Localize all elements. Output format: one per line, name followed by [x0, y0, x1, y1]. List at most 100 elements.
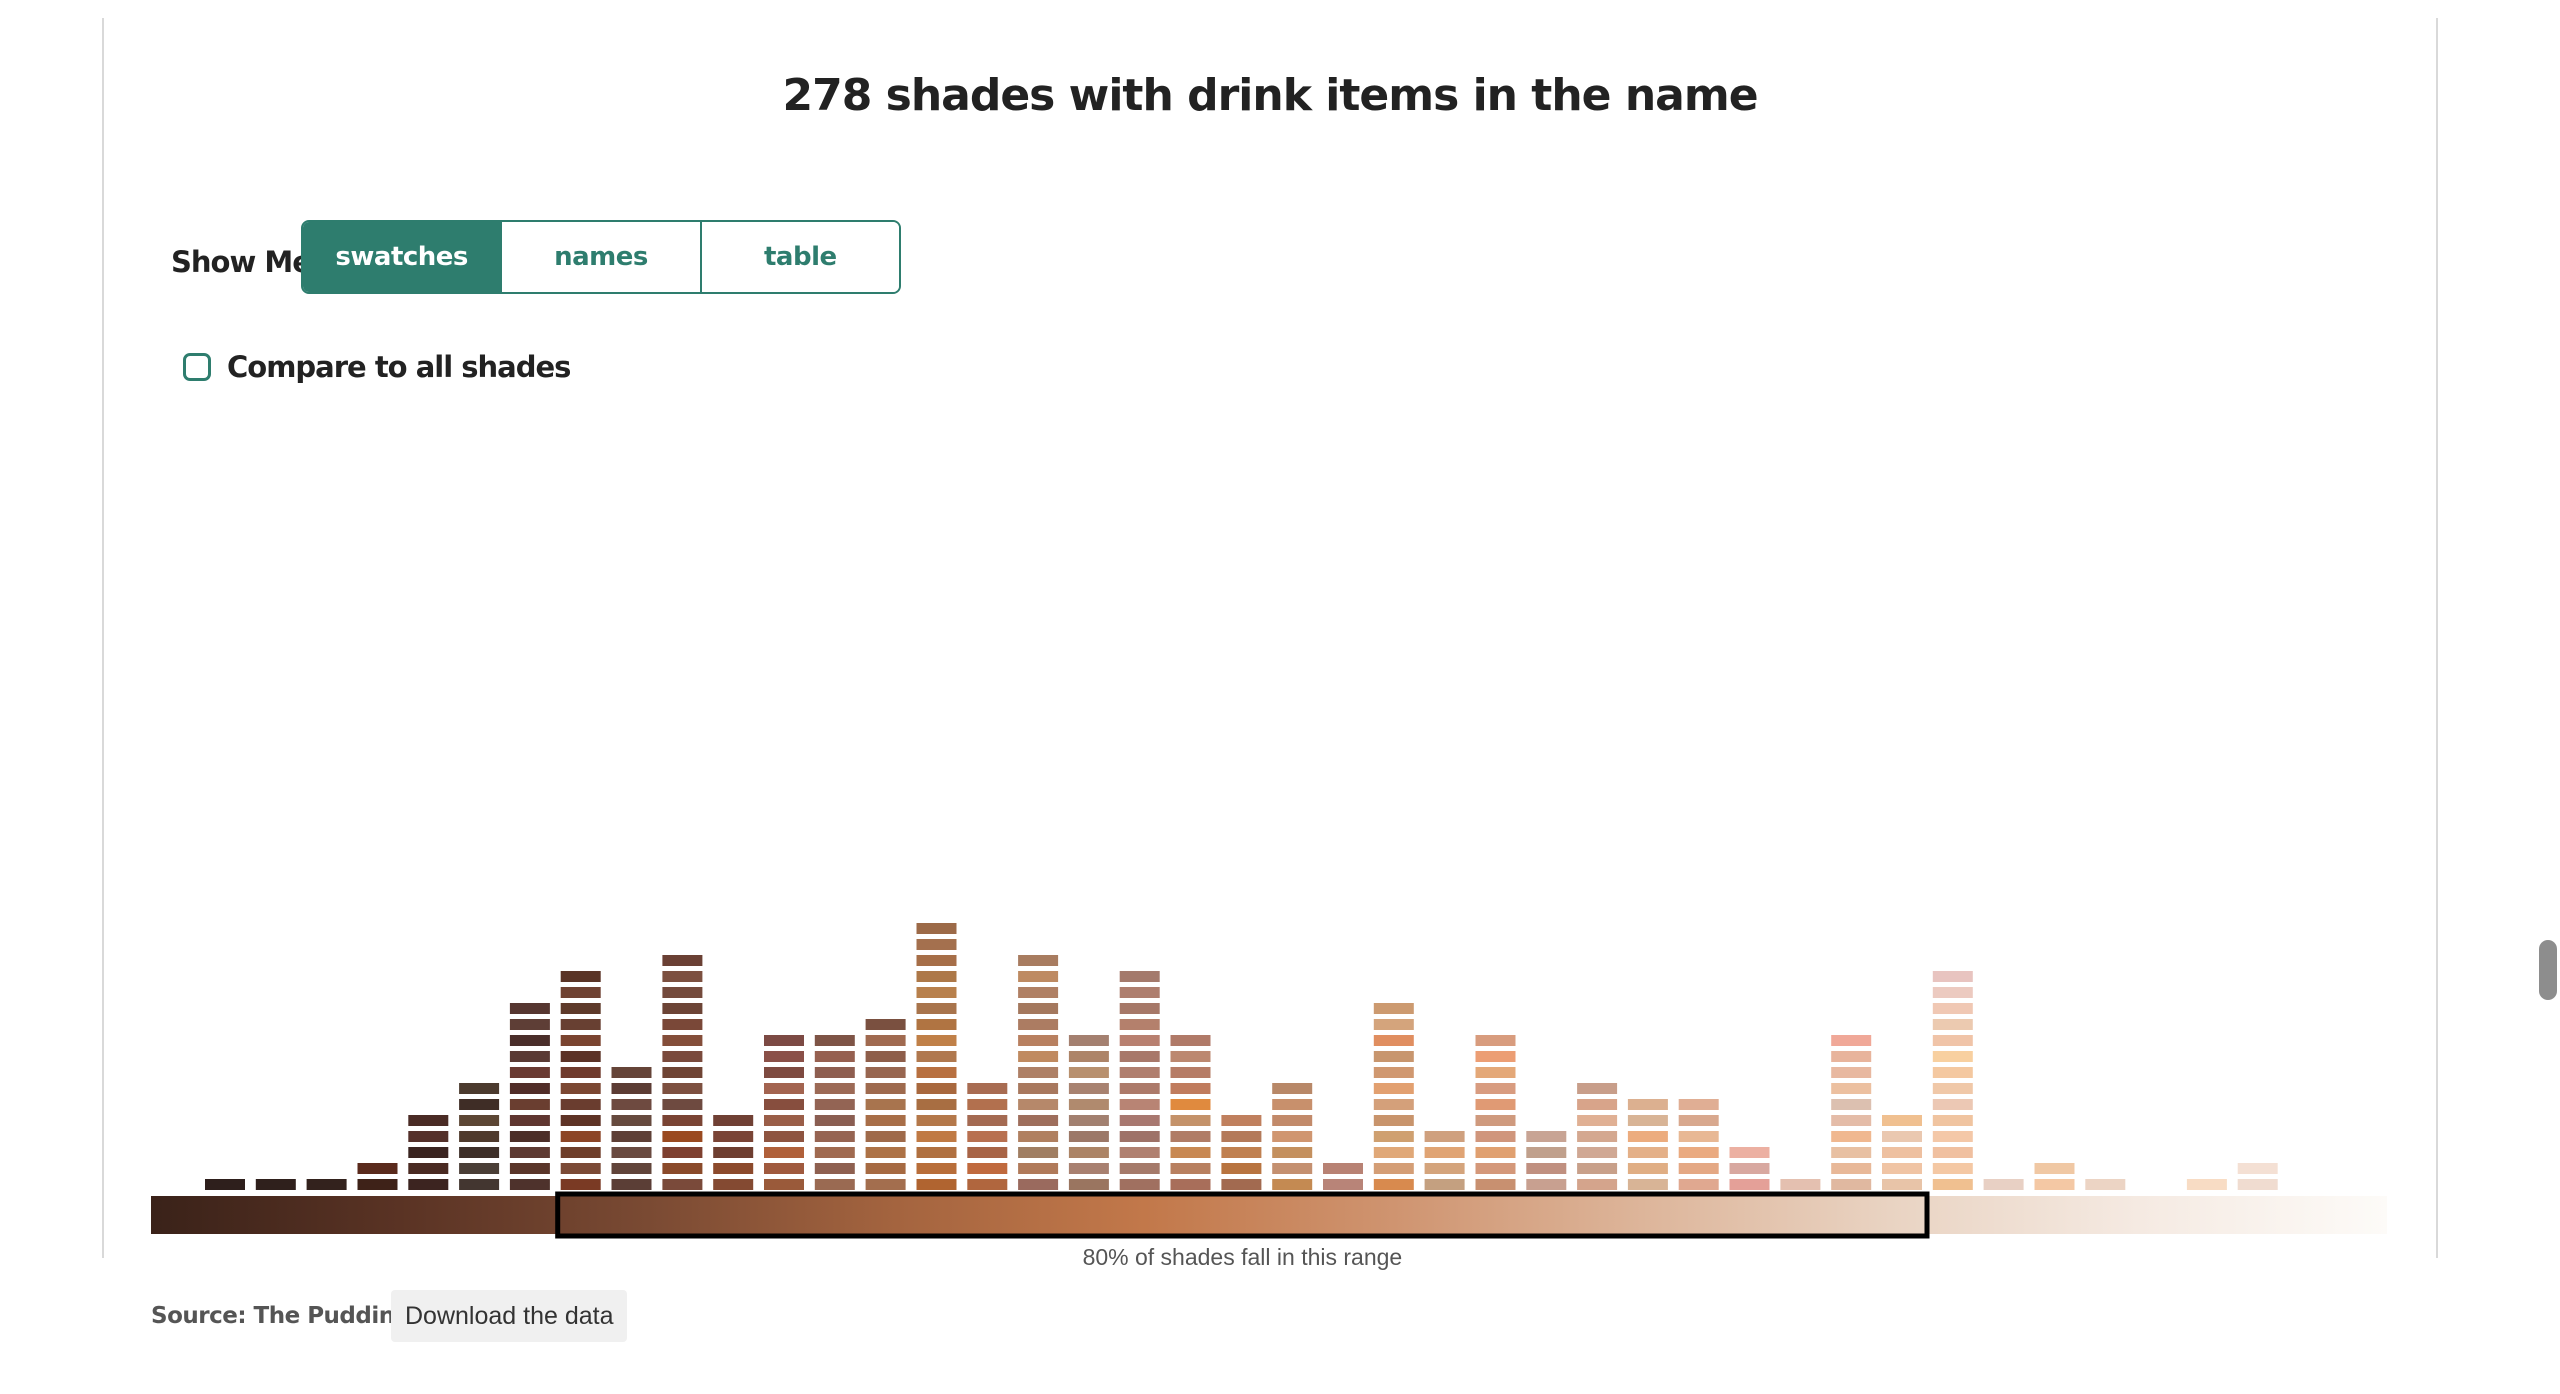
shade-swatch[interactable]	[916, 1083, 957, 1094]
shade-swatch[interactable]	[764, 1179, 804, 1190]
shade-swatch[interactable]	[1729, 1147, 1770, 1158]
shade-swatch[interactable]	[916, 987, 957, 998]
shade-swatch[interactable]	[306, 1179, 347, 1190]
shade-swatch[interactable]	[1475, 1051, 1516, 1062]
shade-swatch[interactable]	[1018, 1051, 1059, 1062]
shade-swatch[interactable]	[1932, 1035, 1973, 1046]
shade-swatch[interactable]	[1018, 1115, 1059, 1126]
shade-swatch[interactable]	[814, 1115, 855, 1126]
shade-swatch[interactable]	[662, 1003, 703, 1014]
shade-swatch[interactable]	[865, 1131, 906, 1142]
shade-swatch[interactable]	[509, 1099, 550, 1110]
shade-swatch[interactable]	[916, 1131, 957, 1142]
shade-swatch[interactable]	[611, 1067, 652, 1078]
shade-swatch[interactable]	[967, 1147, 1008, 1158]
shade-swatch[interactable]	[916, 971, 957, 982]
shade-swatch[interactable]	[1627, 1147, 1668, 1158]
shade-swatch[interactable]	[357, 1179, 398, 1190]
shade-swatch[interactable]	[1373, 1163, 1414, 1174]
shade-swatch[interactable]	[357, 1163, 398, 1174]
shade-swatch[interactable]	[205, 1179, 245, 1190]
shade-swatch[interactable]	[662, 1067, 703, 1078]
shade-swatch[interactable]	[459, 1083, 500, 1094]
shade-swatch[interactable]	[662, 1131, 703, 1142]
shade-swatch[interactable]	[1932, 1179, 1973, 1190]
shade-swatch[interactable]	[1526, 1163, 1567, 1174]
shade-swatch[interactable]	[1780, 1179, 1821, 1190]
names-button[interactable]: names	[502, 222, 702, 292]
shade-swatch[interactable]	[459, 1163, 500, 1174]
shade-swatch[interactable]	[1068, 1147, 1109, 1158]
shade-swatch[interactable]	[713, 1115, 754, 1126]
shade-swatch[interactable]	[1221, 1131, 1262, 1142]
shade-swatch[interactable]	[1119, 971, 1160, 982]
shade-swatch[interactable]	[560, 971, 601, 982]
shade-swatch[interactable]	[662, 1083, 703, 1094]
shade-swatch[interactable]	[713, 1131, 754, 1142]
shade-swatch[interactable]	[560, 1131, 601, 1142]
shade-swatch[interactable]	[1627, 1179, 1668, 1190]
shade-swatch[interactable]	[1018, 955, 1059, 966]
shade-swatch[interactable]	[1729, 1163, 1770, 1174]
shade-swatch[interactable]	[1678, 1131, 1719, 1142]
shade-swatch[interactable]	[1932, 1003, 1973, 1014]
shade-swatch[interactable]	[1526, 1179, 1567, 1190]
shade-swatch[interactable]	[1577, 1131, 1618, 1142]
shade-swatch[interactable]	[611, 1179, 652, 1190]
shade-swatch[interactable]	[1373, 1147, 1414, 1158]
shade-swatch[interactable]	[1272, 1179, 1313, 1190]
shade-swatch[interactable]	[1678, 1179, 1719, 1190]
shade-swatch[interactable]	[1729, 1179, 1770, 1190]
shade-swatch[interactable]	[560, 1099, 601, 1110]
download-data-button[interactable]: Download the data	[391, 1290, 628, 1342]
shade-swatch[interactable]	[1068, 1051, 1109, 1062]
shade-swatch[interactable]	[713, 1179, 754, 1190]
shade-swatch[interactable]	[1678, 1147, 1719, 1158]
shade-swatch[interactable]	[1424, 1131, 1465, 1142]
shade-swatch[interactable]	[1627, 1131, 1668, 1142]
shade-swatch[interactable]	[1526, 1131, 1567, 1142]
shade-swatch[interactable]	[1373, 1035, 1414, 1046]
shade-swatch[interactable]	[2237, 1163, 2278, 1174]
shade-swatch[interactable]	[408, 1163, 449, 1174]
shade-swatch[interactable]	[509, 1147, 550, 1158]
shade-swatch[interactable]	[865, 1051, 906, 1062]
shade-swatch[interactable]	[916, 939, 957, 950]
shade-swatch[interactable]	[1018, 1179, 1059, 1190]
shade-swatch[interactable]	[814, 1083, 855, 1094]
shade-swatch[interactable]	[713, 1147, 754, 1158]
shade-swatch[interactable]	[509, 1083, 550, 1094]
shade-swatch[interactable]	[459, 1179, 500, 1190]
shade-swatch[interactable]	[967, 1115, 1008, 1126]
shade-swatch[interactable]	[1018, 987, 1059, 998]
shade-swatch[interactable]	[1221, 1179, 1262, 1190]
shade-swatch[interactable]	[1882, 1179, 1922, 1190]
shade-swatch[interactable]	[1272, 1147, 1313, 1158]
shade-swatch[interactable]	[1577, 1083, 1618, 1094]
shade-swatch[interactable]	[1272, 1083, 1313, 1094]
shade-swatch[interactable]	[1119, 1019, 1160, 1030]
shade-swatch[interactable]	[662, 987, 703, 998]
shade-swatch[interactable]	[1932, 1163, 1973, 1174]
shade-swatch[interactable]	[1119, 1099, 1160, 1110]
shade-swatch[interactable]	[560, 1115, 601, 1126]
shade-swatch[interactable]	[560, 1147, 601, 1158]
shade-swatch[interactable]	[1068, 1099, 1109, 1110]
shade-swatch[interactable]	[1577, 1147, 1618, 1158]
shade-swatch[interactable]	[662, 971, 703, 982]
shade-swatch[interactable]	[1932, 1131, 1973, 1142]
shade-swatch[interactable]	[662, 1051, 703, 1062]
shade-swatch[interactable]	[1932, 1019, 1973, 1030]
shade-swatch[interactable]	[1424, 1179, 1465, 1190]
shade-swatch[interactable]	[1170, 1131, 1211, 1142]
shade-swatch[interactable]	[1373, 1179, 1414, 1190]
shade-swatch[interactable]	[2186, 1179, 2227, 1190]
shade-swatch[interactable]	[1831, 1179, 1872, 1190]
shade-swatch[interactable]	[662, 955, 703, 966]
shade-swatch[interactable]	[1170, 1099, 1211, 1110]
shade-swatch[interactable]	[1068, 1035, 1109, 1046]
shade-swatch[interactable]	[1932, 1099, 1973, 1110]
shade-swatch[interactable]	[1170, 1163, 1211, 1174]
shade-swatch[interactable]	[1170, 1147, 1211, 1158]
shade-swatch[interactable]	[1475, 1115, 1516, 1126]
